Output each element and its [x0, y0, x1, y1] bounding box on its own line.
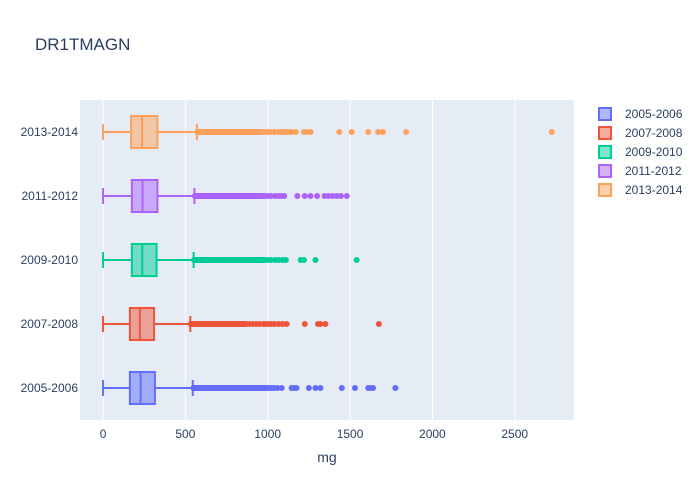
outlier-point	[336, 129, 343, 135]
outlier-point	[351, 385, 358, 391]
legend-swatch	[598, 164, 612, 178]
outlier-point	[365, 129, 372, 135]
outlier-point	[403, 129, 410, 135]
outlier-point	[256, 321, 263, 327]
outlier-point	[292, 129, 299, 135]
outlier-point	[278, 385, 285, 391]
box-group	[102, 115, 555, 149]
outlier-point	[379, 129, 386, 135]
x-axis-title: mg	[317, 449, 336, 465]
box-group	[102, 371, 399, 405]
outlier-point	[275, 257, 282, 263]
outlier-point	[282, 257, 289, 263]
outlier-point	[322, 321, 329, 327]
outlier-point	[275, 321, 282, 327]
outlier-point	[329, 193, 336, 199]
outlier-point	[267, 129, 274, 135]
legend-label: 2009-2010	[625, 145, 683, 159]
legend-swatch	[598, 107, 612, 121]
legend-label: 2005-2006	[625, 107, 683, 121]
box-iqr	[128, 371, 156, 405]
outlier-point	[268, 257, 275, 263]
box-iqr	[130, 115, 159, 149]
x-tick-label: 0	[100, 427, 107, 441]
outlier-point	[293, 385, 300, 391]
outlier-point	[281, 193, 288, 199]
y-tick-label: 2007-2008	[21, 317, 79, 331]
outlier-point	[375, 129, 382, 135]
legend-label: 2007-2008	[625, 126, 683, 140]
outlier-point	[301, 193, 308, 199]
outlier-point	[303, 129, 310, 135]
outlier-point	[305, 385, 312, 391]
outlier-point	[392, 385, 399, 391]
box-series	[102, 115, 555, 405]
outlier-point	[271, 321, 278, 327]
outlier-point	[274, 385, 281, 391]
legend-label: 2013-2014	[625, 183, 683, 197]
outlier-point	[325, 193, 332, 199]
legend-swatch	[598, 126, 612, 140]
outlier-point	[268, 193, 275, 199]
box-iqr	[130, 243, 158, 277]
legend-label: 2011-2012	[625, 164, 682, 178]
outlier-point	[338, 385, 345, 391]
outlier-point	[333, 193, 340, 199]
legend: 2005-2006 2007-2008 2009-2010 2011-2012 2013…	[598, 107, 683, 197]
y-axis-ticks: 2005-2006 2007-2008 2009-2010 2011-2012 2013…	[21, 125, 79, 395]
outlier-point	[283, 321, 290, 327]
chart-title: DR1TMAGN	[35, 35, 130, 54]
outlier-point	[301, 321, 308, 327]
outlier-point	[307, 129, 314, 135]
outlier-point	[348, 129, 355, 135]
outlier-point	[375, 321, 382, 327]
y-tick-label: 2005-2006	[21, 381, 79, 395]
outlier-point	[370, 385, 377, 391]
outlier-point	[343, 193, 350, 199]
x-tick-label: 2500	[501, 427, 528, 441]
outlier-point	[279, 321, 286, 327]
outlier-point	[548, 129, 555, 135]
outlier-point	[337, 193, 344, 199]
box-group	[102, 307, 382, 341]
outlier-point	[300, 257, 307, 263]
outlier-point	[307, 193, 314, 199]
outlier-point	[271, 129, 278, 135]
outlier-point	[314, 193, 321, 199]
outlier-point	[317, 321, 324, 327]
legend-swatch	[598, 183, 612, 197]
x-tick-label: 1000	[254, 427, 281, 441]
box-group	[102, 179, 350, 213]
x-tick-label: 2000	[419, 427, 446, 441]
outlier-point	[353, 257, 360, 263]
box-group	[102, 243, 360, 277]
outlier-point	[294, 193, 301, 199]
outlier-point	[312, 385, 319, 391]
legend-swatch	[598, 145, 612, 159]
outlier-point	[288, 129, 295, 135]
x-tick-label: 500	[175, 427, 195, 441]
x-tick-label: 1500	[337, 427, 364, 441]
outlier-point	[321, 193, 328, 199]
x-axis-ticks: 0 500 1000 1500 2000 2500	[100, 427, 529, 441]
y-tick-label: 2011-2012	[22, 189, 79, 203]
y-tick-label: 2009-2010	[21, 253, 79, 267]
box-iqr	[130, 179, 159, 213]
outlier-point	[317, 385, 324, 391]
outlier-point	[312, 257, 319, 263]
y-tick-label: 2013-2014	[21, 125, 79, 139]
box-iqr	[128, 307, 156, 341]
